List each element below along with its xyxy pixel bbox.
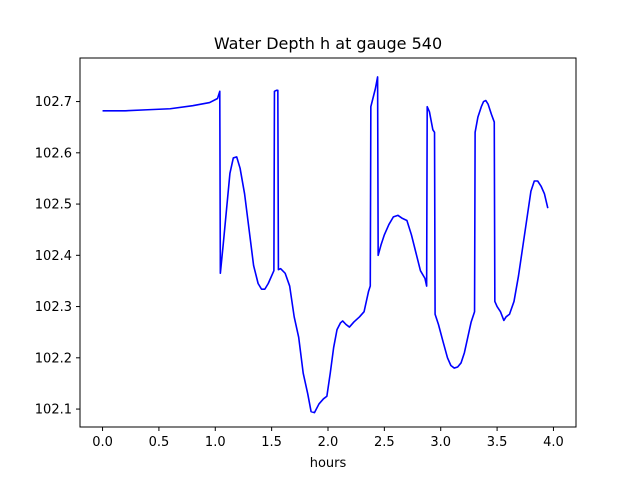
y-axis: 102.1 102.2 102.3 102.4 102.5 102.6 102.7 — [35, 95, 80, 418]
x-tick-label: 3.0 — [430, 435, 451, 450]
x-tick-label: 1.5 — [261, 435, 282, 450]
y-tick-label: 102.7 — [35, 95, 72, 110]
x-tick-label: 0.5 — [149, 435, 170, 450]
x-tick-label: 4.0 — [543, 435, 564, 450]
x-axis: 0.0 0.5 1.0 1.5 2.0 2.5 3.0 3.5 4.0 — [92, 427, 564, 450]
y-tick-label: 102.5 — [35, 198, 72, 213]
y-tick-label: 102.3 — [35, 300, 72, 315]
y-tick-label: 102.6 — [35, 146, 72, 161]
x-tick-label: 2.5 — [374, 435, 395, 450]
x-tick-label: 1.0 — [205, 435, 226, 450]
plot-frame — [79, 57, 577, 428]
chart-title: Water Depth h at gauge 540 — [214, 34, 442, 53]
plot-area — [102, 76, 549, 414]
x-tick-label: 3.5 — [487, 435, 508, 450]
y-tick-label: 102.2 — [35, 351, 72, 366]
x-tick-label: 2.0 — [318, 435, 339, 450]
series-line-0 — [102, 76, 549, 414]
x-tick-label: 0.0 — [92, 435, 113, 450]
y-tick-label: 102.1 — [35, 403, 72, 418]
x-axis-label: hours — [310, 456, 347, 471]
y-tick-label: 102.4 — [35, 249, 72, 264]
